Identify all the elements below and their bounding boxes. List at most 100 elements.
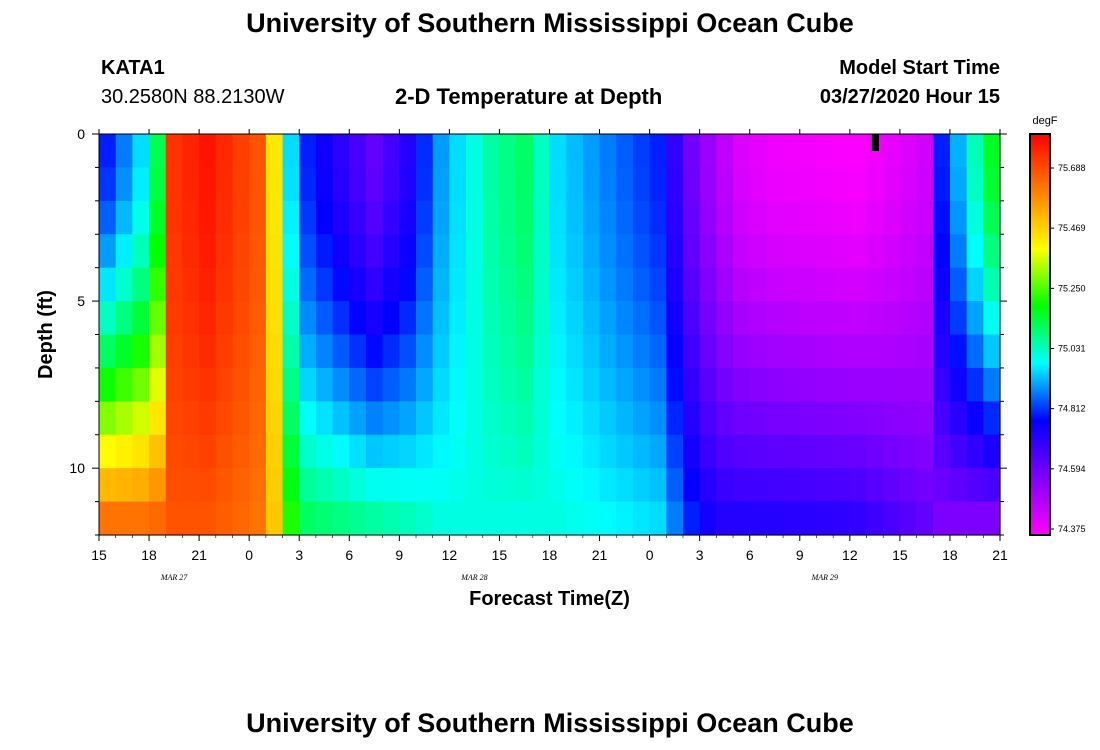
heatmap-cell [165,501,184,536]
date-label: MAR 29 [811,573,838,582]
heatmap-cell [916,234,934,269]
heatmap-cell [215,367,234,402]
heatmap-cell [382,200,400,235]
heatmap-cell [332,167,350,202]
heatmap-cell [249,267,267,302]
heatmap-cell [949,468,968,503]
heatmap-cell [182,367,200,402]
heatmap-cell [883,301,901,336]
heatmap-cell [482,167,501,202]
heatmap-cell [582,234,601,269]
heatmap-cell [549,200,567,235]
heatmap-cell [315,367,334,402]
heatmap-cell [599,167,617,202]
heatmap-cell [265,501,284,536]
heatmap-cell [599,301,617,336]
heatmap-cell [532,134,551,169]
heatmap-cell [566,267,584,302]
heatmap-cell [499,301,517,336]
heatmap-cell [282,134,300,169]
heatmap-cell [799,167,818,202]
heatmap-cell [599,334,617,369]
heatmap-cell [349,334,367,369]
heatmap-cell [215,267,234,302]
heatmap-cell [716,401,734,436]
heatmap-cell [549,267,567,302]
heatmap-cell [282,501,300,536]
heatmap-cell [549,334,567,369]
heatmap-cell [265,301,284,336]
heatmap-cell [232,267,250,302]
heatmap-cell [966,200,984,235]
heatmap-cell [132,334,150,369]
heatmap-cell [282,434,300,469]
heatmap-cell [466,200,484,235]
heatmap-cell [933,501,951,536]
heatmap-cell [766,167,784,202]
x-tick-label: 3 [295,547,303,563]
heatmap-cell [783,501,801,536]
heatmap-cell [115,267,133,302]
heatmap-cell [966,468,984,503]
x-tick-label: 21 [191,547,207,563]
heatmap-cell [632,401,651,436]
plot-title: 2-D Temperature at Depth [395,84,663,109]
x-tick-label: 18 [542,547,558,563]
heatmap-cell [516,401,534,436]
heatmap-cell [766,234,784,269]
heatmap-cell [466,334,484,369]
heatmap-cell [883,267,901,302]
heatmap-cell [883,234,901,269]
heatmap-cell [532,367,551,402]
heatmap-cell [716,134,734,169]
heatmap-cell [282,301,300,336]
heatmap-cell [499,434,517,469]
heatmap-cell [599,234,617,269]
heatmap-cell [165,234,184,269]
heatmap-cell [899,501,918,536]
heatmap-cell [983,200,1001,235]
heatmap-cell [916,468,934,503]
heatmap-cell [315,134,334,169]
heatmap-cell [766,401,784,436]
heatmap-cell [249,134,267,169]
heatmap-cell [733,468,751,503]
heatmap-cell [182,200,200,235]
heatmap-cell [682,401,701,436]
heatmap-cell [432,334,450,369]
heatmap-cell [332,334,350,369]
heatmap-cell [299,334,317,369]
heatmap-cell [799,200,818,235]
heatmap-cell [799,501,818,536]
x-tick-label: 15 [492,547,508,563]
heatmap-cell [749,301,768,336]
footer-title: University of Southern Mississippi Ocean… [246,708,854,738]
heatmap-cell [215,134,234,169]
heatmap-cell [883,501,901,536]
heatmap-cell [549,134,567,169]
heatmap-cell [549,234,567,269]
heatmap-cell [365,134,384,169]
heatmap-cell [215,468,234,503]
heatmap-cell [349,167,367,202]
heatmap-cell [516,334,534,369]
heatmap-cell [532,501,551,536]
heatmap-cell [849,200,868,235]
heatmap-cell [966,501,984,536]
heatmap-cell [866,134,884,169]
heatmap-cell [866,200,884,235]
heatmap-cell [349,234,367,269]
heatmap-cell [332,301,350,336]
heatmap-cell [616,434,634,469]
heatmap-cell [449,367,467,402]
x-tick-label: 18 [141,547,157,563]
heatmap-cell [99,267,117,302]
heatmap-cell [182,501,200,536]
heatmap-cell [449,200,467,235]
heatmap-cell [399,200,417,235]
heatmap-cell [783,200,801,235]
heatmap-cell [682,501,701,536]
heatmap-cell [382,167,400,202]
colorbar-tick-label: 75.031 [1058,344,1086,354]
heatmap-cell [916,501,934,536]
